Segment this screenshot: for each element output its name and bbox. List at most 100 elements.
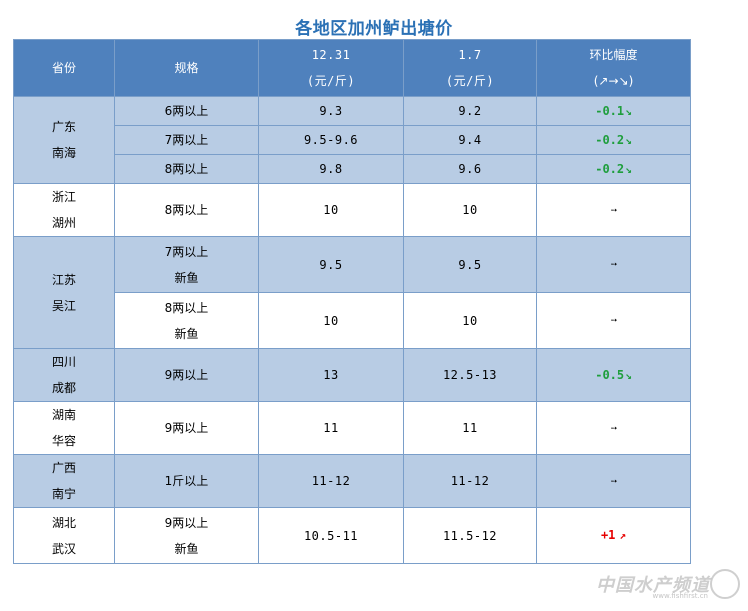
- change-value: -0.2↘: [595, 162, 632, 176]
- price-0107-cell: 11.5-12: [403, 507, 537, 564]
- change-cell: ➙: [536, 236, 691, 293]
- province-label: 南海: [51, 146, 76, 160]
- trend-flat-icon: ➙: [610, 474, 618, 488]
- province-label: 湖北: [51, 515, 76, 530]
- table-row: 广东 南海 6两以上 9.3 9.2 -0.1↘: [13, 96, 691, 184]
- price-0107-cell: 11: [403, 401, 537, 455]
- watermark-text: 中国水产频道: [596, 575, 710, 596]
- spec-cell: 8两以上: [114, 183, 259, 237]
- price-1231-cell: 9.5-9.6: [258, 125, 404, 155]
- province-label: 四川: [51, 355, 76, 369]
- price-1231-cell: 10: [258, 183, 404, 237]
- table-row: 江苏 吴江 7两以上 新鱼 9.5 9.5 ➙: [13, 236, 691, 349]
- table-row: 8两以上 9.8 9.6 -0.2↘: [14, 154, 691, 184]
- spec-label: 9两以上: [164, 368, 209, 382]
- province-cell: 江苏 吴江: [13, 236, 115, 349]
- spec-label: 新鱼: [174, 541, 199, 556]
- header-date1-unit: (元/斤): [306, 74, 356, 88]
- price-0107-cell: 10: [403, 183, 537, 237]
- header-date1: 12.31 (元/斤): [258, 39, 404, 97]
- price-0107-cell: 12.5-13: [403, 348, 537, 402]
- spec-cell: 8两以上新鱼: [114, 292, 259, 349]
- change-amount: +1: [600, 528, 616, 542]
- change-cell: -0.2↘: [536, 125, 691, 155]
- change-cell: ➙: [536, 183, 691, 237]
- province-cell: 广西 南宁: [13, 454, 115, 508]
- page-title: 各地区加州鲈出塘价: [295, 19, 453, 39]
- watermark-url: www.fishfirst.cn: [652, 592, 708, 600]
- trend-flat-icon: ➙: [610, 314, 618, 327]
- header-date2: 1.7 (元/斤): [403, 39, 537, 97]
- province-label: 成都: [51, 381, 76, 395]
- table-row: 7两以上 9.5-9.6 9.4 -0.2↘: [14, 125, 691, 155]
- price-0107-cell: 9.5: [403, 236, 537, 293]
- change-cell: -0.5↘: [536, 348, 691, 402]
- change-amount: -0.2: [595, 161, 625, 176]
- change-value: ➙: [610, 203, 618, 217]
- change-value: ➙: [610, 474, 618, 488]
- spec-label: 8两以上: [164, 203, 209, 217]
- trend-flat-icon: ➙: [610, 203, 618, 217]
- header-date1-label: 12.31: [311, 48, 351, 62]
- header-province: 省份: [13, 39, 115, 97]
- table-row: 四川 成都 9两以上 13 12.5-13 -0.5↘: [13, 348, 691, 402]
- spec-cell: 9两以上: [114, 348, 259, 402]
- spec-label: 8两以上: [164, 162, 209, 176]
- spec-cell: 8两以上: [114, 154, 259, 184]
- change-cell: -0.2↘: [536, 154, 691, 184]
- trend-down-icon: ↘: [625, 133, 632, 147]
- table-row: 8两以上 新鱼 10 10 ➙: [14, 292, 691, 349]
- change-cell: ➙: [536, 454, 691, 508]
- header-change-legend: (↗→↘): [593, 74, 634, 88]
- change-amount: -0.2: [595, 132, 625, 147]
- province-label: 广东: [51, 120, 76, 134]
- province-label: 广西: [51, 461, 76, 475]
- spec-label: 1斤以上: [164, 474, 209, 488]
- spec-label: 8两以上: [164, 300, 209, 315]
- province-label: 浙江: [51, 190, 76, 204]
- trend-down-icon: ↘: [625, 162, 632, 176]
- price-1231-cell: 10: [258, 292, 404, 349]
- price-0107-cell: 11-12: [403, 454, 537, 508]
- watermark: 中国水产频道 www.fishfirst.cn: [572, 563, 742, 603]
- spec-label: 9两以上: [164, 421, 209, 435]
- change-cell: ➙: [536, 401, 691, 455]
- spec-cell: 7两以上 新鱼: [114, 236, 259, 293]
- table-row: 广西 南宁 1斤以上 11-12 11-12 ➙: [13, 454, 691, 508]
- province-cell: 四川 成都: [13, 348, 115, 402]
- header-spec: 规格: [114, 39, 259, 97]
- change-amount: -0.1: [595, 103, 625, 118]
- province-label: 南宁: [51, 487, 76, 501]
- price-1231-cell: 9.5: [258, 236, 404, 293]
- change-value: -0.2↘: [595, 133, 632, 147]
- change-value: -0.5↘: [595, 368, 632, 382]
- header-row: 省份 规格 12.31 (元/斤) 1.7 (元/斤) 环比幅度 (↗→↘): [13, 39, 691, 97]
- trend-up-icon: ↗: [619, 529, 627, 542]
- table-row: 湖南 华容 9两以上 11 11 ➙: [13, 401, 691, 455]
- price-0107-cell: 9.2: [403, 96, 537, 126]
- province-label: 华容: [51, 434, 76, 448]
- spec-cell: 9两以上新鱼: [114, 507, 259, 564]
- change-amount: -0.5: [595, 367, 625, 382]
- change-value: ➙: [610, 313, 618, 327]
- watermark-logo-icon: [710, 569, 740, 599]
- spec-label: 新鱼: [174, 326, 199, 341]
- spec-cell: 9两以上: [114, 401, 259, 455]
- spec-label: 新鱼: [174, 270, 199, 285]
- province-cell: 湖南 华容: [13, 401, 115, 455]
- price-1231-cell: 10.5-11: [258, 507, 404, 564]
- province-label: 江苏: [51, 272, 76, 287]
- spec-label: 9两以上: [164, 515, 209, 530]
- price-1231-cell: 9.8: [258, 154, 404, 184]
- change-value: +1 ↗: [601, 528, 626, 542]
- change-value: ➙: [610, 257, 618, 271]
- province-cell: 湖北 武汉: [13, 507, 115, 564]
- spec-cell: 7两以上: [114, 125, 259, 155]
- province-cell: 浙江 湖州: [13, 183, 115, 237]
- price-0107-cell: 9.4: [403, 125, 537, 155]
- spec-cell: 1斤以上: [114, 454, 259, 508]
- trend-flat-icon: ➙: [610, 421, 618, 435]
- trend-flat-icon: ➙: [610, 258, 618, 271]
- header-change: 环比幅度 (↗→↘): [536, 39, 691, 97]
- province-cell: 广东 南海: [13, 96, 115, 184]
